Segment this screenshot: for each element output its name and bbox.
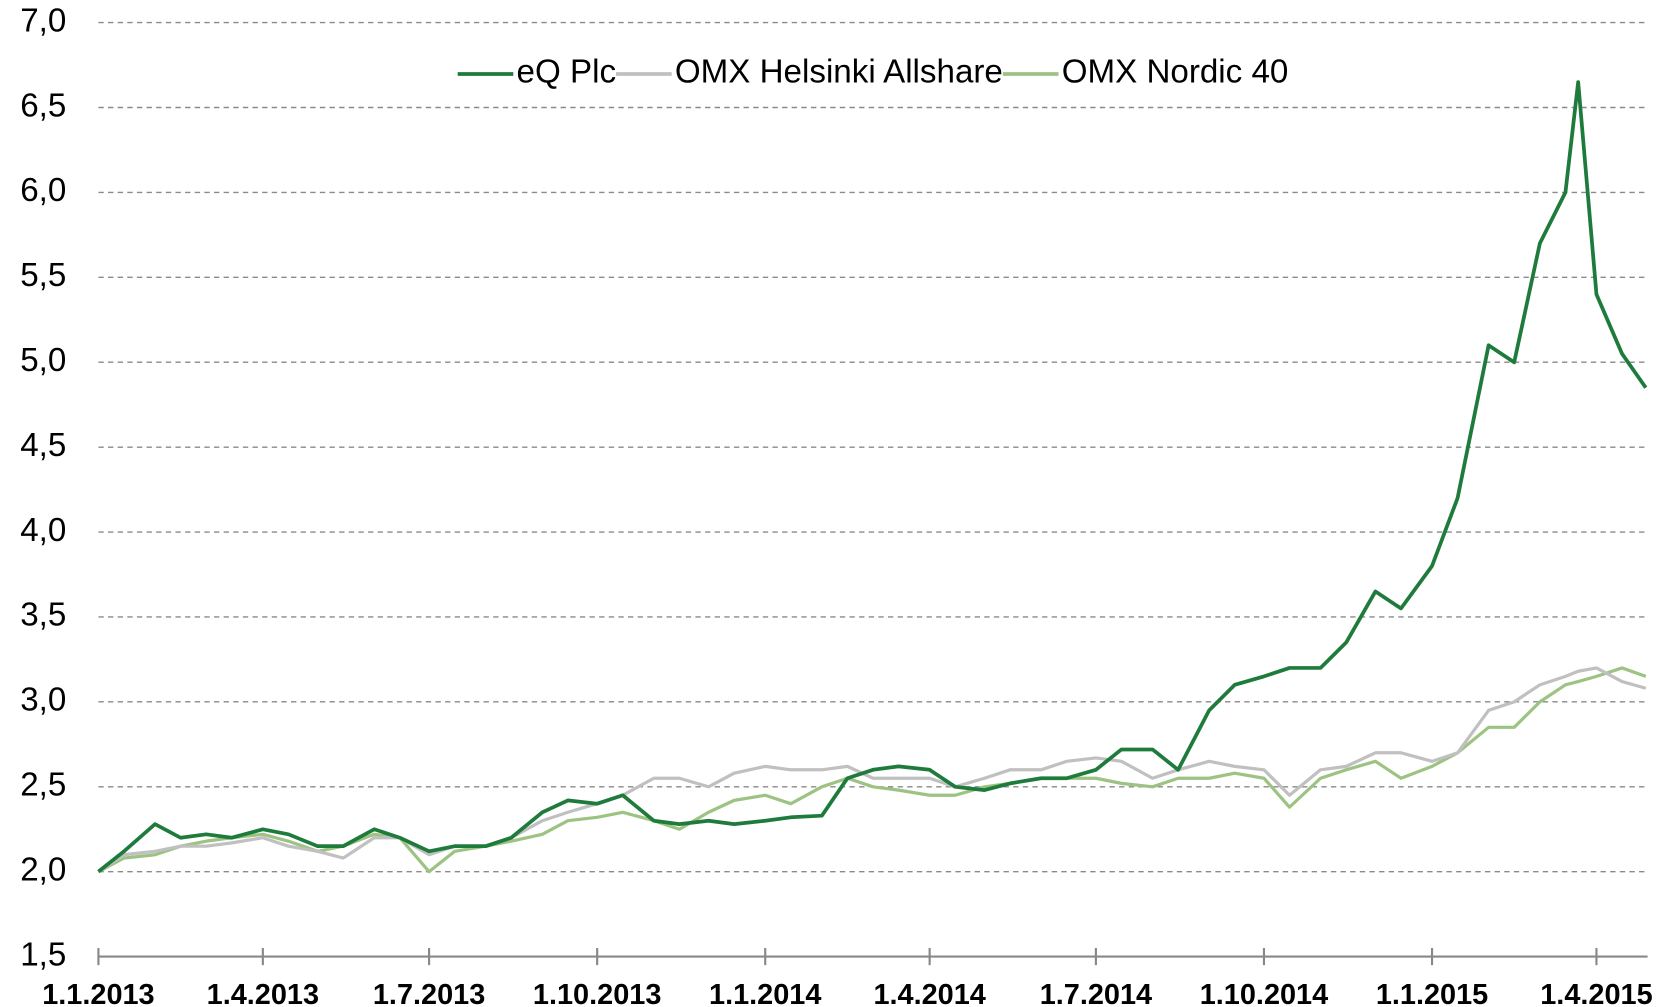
y-tick-label: 7,0 [20, 2, 66, 39]
y-tick-label: 1,5 [20, 936, 66, 973]
x-tick-label: 1.7.2014 [1040, 979, 1152, 1007]
y-tick-label: 4,0 [20, 512, 66, 549]
y-tick-label: 2,5 [20, 767, 66, 804]
series-line [97, 666, 1647, 874]
legend-label: OMX Nordic 40 [1062, 54, 1289, 91]
x-tick-label: 1.10.2014 [1200, 979, 1328, 1007]
y-tick-label: 3,5 [20, 597, 66, 634]
x-tick-label: 1.1.2014 [709, 979, 821, 1007]
x-tick-label: 1.1.2013 [42, 979, 154, 1007]
x-tick-label: 1.7.2013 [373, 979, 485, 1007]
x-tick-label: 1.4.2013 [207, 979, 319, 1007]
y-tick-label: 3,0 [20, 682, 66, 719]
legend-label: OMX Helsinki Allshare [675, 54, 1003, 91]
x-tick-label: 1.1.2015 [1376, 979, 1488, 1007]
y-tick-label: 2,0 [20, 851, 66, 888]
x-tick-label: 1.4.2015 [1540, 979, 1652, 1007]
x-tick-label: 1.10.2013 [533, 979, 661, 1007]
y-tick-label: 4,5 [20, 427, 66, 464]
series-line [97, 80, 1648, 874]
y-tick-label: 6,0 [20, 172, 66, 209]
y-tick-label: 6,5 [20, 87, 66, 124]
x-tick-label: 1.4.2014 [873, 979, 985, 1007]
legend-label: eQ Plc [517, 54, 617, 91]
y-tick-label: 5,0 [20, 342, 66, 379]
y-tick-label: 5,5 [20, 257, 66, 294]
series-line [97, 666, 1647, 873]
